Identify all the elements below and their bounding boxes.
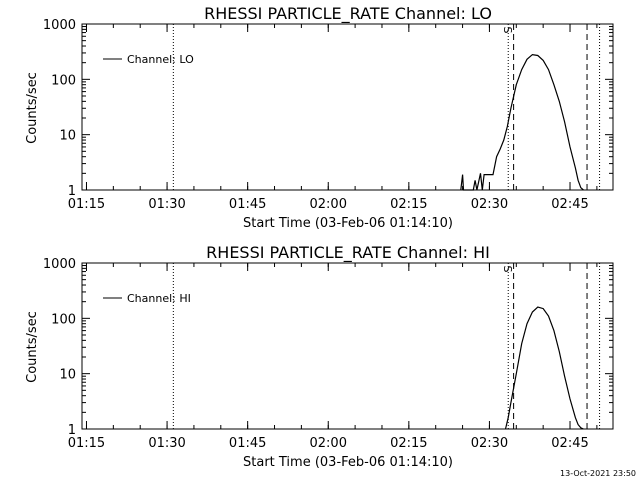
y-tick-label-lo: 10 bbox=[59, 129, 76, 144]
x-axis-label-lo: Start Time (03-Feb-06 01:14:10) bbox=[243, 216, 453, 231]
x-tick-label-lo: 01:30 bbox=[148, 197, 185, 212]
x-tick-label-hi: 01:45 bbox=[229, 436, 266, 451]
y-tick-label-lo: 1000 bbox=[43, 18, 76, 33]
x-tick-label-hi: 02:00 bbox=[310, 436, 347, 451]
y-tick-label-hi: 10 bbox=[59, 368, 76, 383]
y-tick-label-hi: 1000 bbox=[43, 257, 76, 272]
x-tick-label-hi: 02:15 bbox=[390, 436, 427, 451]
y-tick-label-lo: 1 bbox=[68, 184, 76, 199]
chart-title-hi: RHESSI PARTICLE_RATE Channel: HI bbox=[206, 243, 490, 263]
legend-label-hi: Channel: HI bbox=[127, 292, 191, 305]
footer-timestamp: 13-Oct-2021 23:50 bbox=[560, 469, 636, 478]
y-axis-label-hi: Counts/sec bbox=[25, 311, 40, 383]
data-line-lo bbox=[460, 53, 584, 191]
y-tick-label-lo: 100 bbox=[51, 73, 76, 88]
panel-hi: RHESSI PARTICLE_RATE Channel: HI Start T… bbox=[25, 243, 514, 470]
panel-lo: RHESSI PARTICLE_RATE Channel: LO Start T… bbox=[25, 4, 514, 231]
x-tick-label-hi: 02:45 bbox=[551, 436, 588, 451]
x-tick-label-lo: 02:00 bbox=[310, 197, 347, 212]
x-tick-label-hi: 02:30 bbox=[471, 436, 508, 451]
x-tick-label-lo: 01:45 bbox=[229, 197, 266, 212]
y-tick-label-hi: 100 bbox=[51, 312, 76, 327]
y-axis-label-lo: Counts/sec bbox=[25, 72, 40, 144]
plot-frame-hi bbox=[81, 262, 614, 430]
x-axis-label-hi: Start Time (03-Feb-06 01:14:10) bbox=[243, 455, 453, 470]
x-tick-label-hi: 01:30 bbox=[148, 436, 185, 451]
x-tick-label-lo: 01:15 bbox=[68, 197, 105, 212]
marker-label-hi: S bbox=[501, 266, 514, 273]
x-tick-label-lo: 02:45 bbox=[551, 197, 588, 212]
data-line-hi bbox=[504, 306, 584, 430]
x-tick-label-lo: 02:15 bbox=[390, 197, 427, 212]
x-tick-label-hi: 01:15 bbox=[68, 436, 105, 451]
marker-label-lo: S bbox=[501, 27, 514, 34]
chart-title-lo: RHESSI PARTICLE_RATE Channel: LO bbox=[204, 4, 492, 24]
y-tick-label-hi: 1 bbox=[68, 423, 76, 438]
legend-label-lo: Channel: LO bbox=[127, 53, 194, 66]
plot-frame-lo bbox=[81, 23, 614, 191]
x-tick-label-lo: 02:30 bbox=[471, 197, 508, 212]
